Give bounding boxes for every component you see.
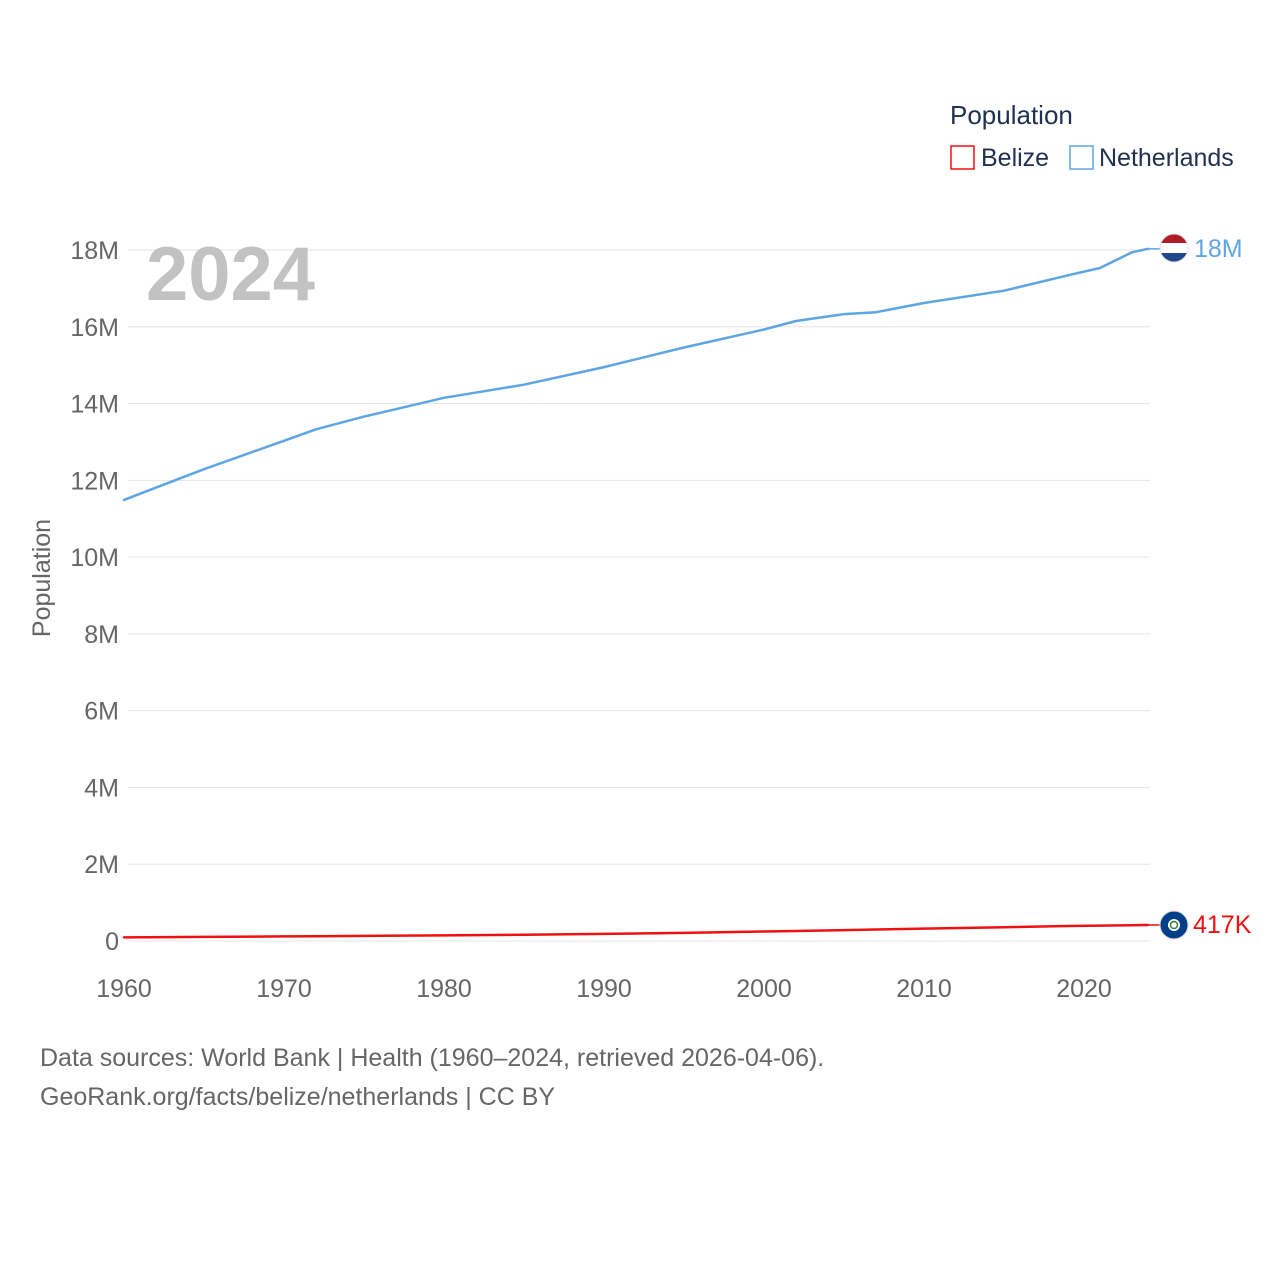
legend-swatch-netherlands [1069, 145, 1094, 170]
y-axis-ticks: 0 2M 4M 6M 8M 10M 12M 14M 16M 18M [70, 237, 119, 956]
series-line-netherlands [122, 247, 1150, 502]
belize-flag-icon [1159, 910, 1189, 940]
legend-label-belize: Belize [981, 144, 1049, 172]
y-tick-label-0: 0 [105, 928, 119, 956]
year-label: 2024 [146, 232, 315, 317]
y-tick-label-9: 18M [70, 237, 119, 265]
x-axis-ticks: 1960 1970 1980 1990 2000 2010 2020 [96, 975, 1112, 1003]
y-axis-title: Population [28, 519, 56, 637]
x-tick-label-6: 2020 [1056, 975, 1112, 1003]
x-tick-label-0: 1960 [96, 975, 152, 1003]
belize-end-label: 417K [1193, 911, 1252, 939]
y-tick-label-8: 16M [70, 314, 119, 342]
netherlands-flag-icon [1159, 233, 1189, 263]
legend-item-netherlands[interactable]: Netherlands [1069, 144, 1234, 172]
x-tick-label-4: 2000 [736, 975, 792, 1003]
legend: Population Belize Netherlands [950, 100, 1234, 172]
chart-series [122, 247, 1160, 939]
x-tick-label-2: 1980 [416, 975, 472, 1003]
x-tick-label-3: 1990 [576, 975, 632, 1003]
footer-credit: GeoRank.org/facts/belize/netherlands | C… [40, 1083, 556, 1111]
x-tick-label-5: 2010 [896, 975, 952, 1003]
y-tick-label-2: 4M [84, 774, 119, 802]
legend-swatch-belize [950, 145, 975, 170]
series-line-belize [122, 923, 1150, 939]
y-tick-label-4: 8M [84, 621, 119, 649]
legend-title: Population [950, 100, 1073, 130]
footer-data-source: Data sources: World Bank | Health (1960–… [40, 1044, 825, 1072]
x-tick-label-1: 1970 [256, 975, 312, 1003]
legend-item-belize[interactable]: Belize [950, 144, 1049, 172]
y-tick-label-1: 2M [84, 851, 119, 879]
y-tick-label-6: 12M [70, 467, 119, 495]
legend-label-netherlands: Netherlands [1099, 144, 1234, 172]
chart-grid [128, 249, 1150, 942]
y-tick-label-3: 6M [84, 698, 119, 726]
y-tick-label-7: 14M [70, 391, 119, 419]
y-tick-label-5: 10M [70, 544, 119, 572]
netherlands-end-label: 18M [1194, 235, 1243, 263]
